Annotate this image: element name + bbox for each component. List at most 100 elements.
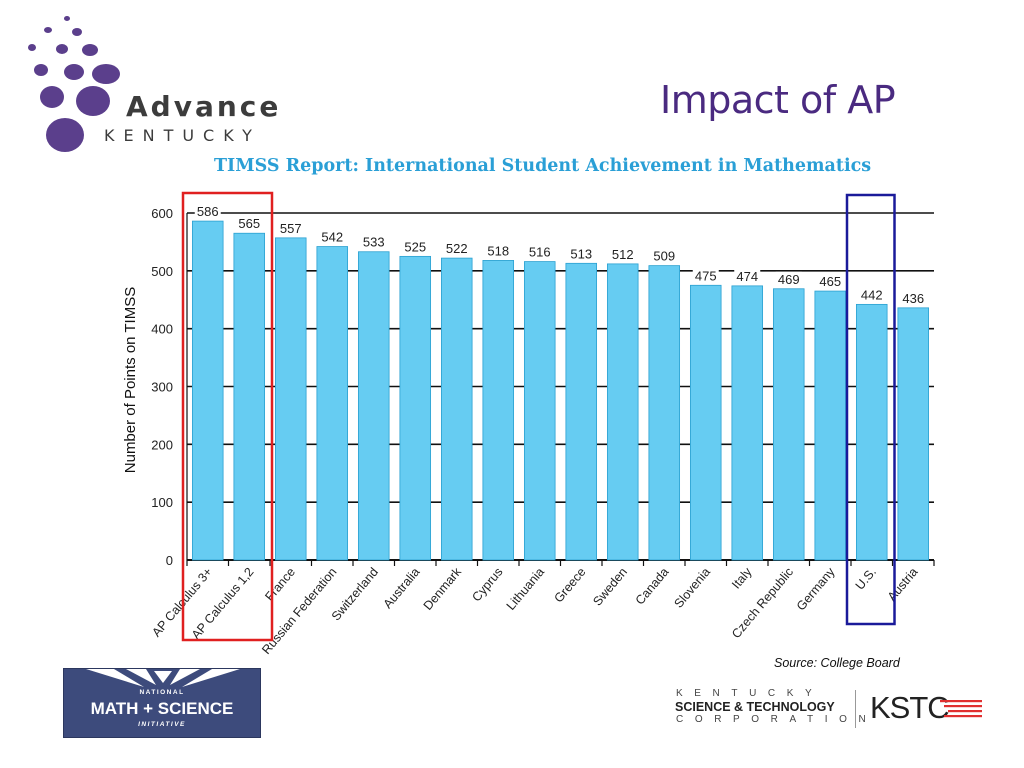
category-label: Germany: [794, 564, 838, 613]
data-label: 525: [404, 239, 426, 254]
logo-dot: [64, 16, 70, 21]
kstc-wordmark: KSTC: [870, 690, 950, 725]
data-label-bg: [236, 216, 263, 231]
data-label: 542: [321, 230, 343, 245]
highlight-box: [181, 191, 274, 642]
category-label: Canada: [633, 565, 672, 608]
category-label: U.S.: [853, 565, 879, 593]
y-axis-title: Number of Points on TIMSS: [122, 287, 139, 473]
data-label: 465: [819, 274, 841, 289]
data-label-bg: [360, 234, 387, 249]
chart-title: TIMSS Report: International Student Achi…: [214, 156, 872, 176]
kstc-line-kentucky: KENTUCKY: [676, 688, 824, 699]
data-label: 509: [653, 249, 675, 264]
data-label-bg: [734, 268, 761, 283]
y-tick-label: 300: [151, 380, 173, 395]
bar: [897, 307, 930, 561]
data-label-bg: [900, 290, 927, 305]
brand-subtitle: KENTUCKY: [104, 126, 261, 145]
category-label: Greece: [551, 565, 588, 605]
sunburst-icon: [86, 669, 240, 687]
kstc-stripes-icon: [940, 700, 982, 718]
data-label: 522: [446, 241, 468, 256]
y-tick-label: 100: [151, 495, 173, 510]
bar: [772, 288, 805, 561]
data-label-bg: [609, 246, 636, 261]
data-label-bg: [651, 248, 678, 263]
kstc-line-corporation: CORPORATION: [676, 714, 878, 725]
highlight-box: [845, 193, 896, 626]
bar: [399, 255, 432, 561]
data-label: 442: [861, 287, 883, 302]
source-note: Source: College Board: [774, 656, 900, 670]
logo-dot: [64, 64, 84, 80]
data-label: 516: [529, 245, 551, 260]
nmsi-logo: NATIONAL MATH + SCIENCE INITIATIVE: [63, 668, 261, 738]
data-label-bg: [277, 220, 304, 235]
y-tick-label: 500: [151, 264, 173, 279]
y-tick-label: 200: [151, 437, 173, 452]
data-label-bg: [485, 243, 512, 258]
bar: [357, 251, 390, 561]
logo-dot: [46, 118, 84, 152]
bar: [855, 303, 888, 561]
highlight-layer: [181, 191, 896, 642]
bar: [606, 263, 639, 561]
logo-dot: [76, 86, 110, 116]
data-label-bg: [526, 244, 553, 259]
kstc-line-science: SCIENCE & TECHNOLOGY: [675, 700, 835, 714]
bar: [316, 246, 349, 561]
logo-dot: [40, 86, 64, 108]
logo-dot: [34, 64, 48, 76]
bar: [731, 285, 764, 561]
data-label-bg: [858, 287, 885, 302]
logo-dot: [28, 44, 36, 51]
bar: [440, 257, 473, 561]
brand-title: Advance: [126, 90, 282, 123]
data-label-bg: [443, 241, 470, 256]
logo-dot: [72, 28, 82, 36]
data-label: 513: [570, 246, 592, 261]
y-tick-label: 0: [166, 553, 173, 568]
bar: [814, 290, 847, 561]
nmsi-bottom-text: INITIATIVE: [138, 721, 186, 728]
data-label: 533: [363, 235, 385, 250]
data-label-bg: [402, 239, 429, 254]
logo-dot: [82, 44, 98, 56]
nmsi-top-text: NATIONAL: [139, 689, 185, 696]
bar: [565, 262, 598, 561]
data-label: 512: [612, 247, 634, 262]
bar: [191, 220, 224, 561]
data-label-bg: [568, 246, 595, 261]
data-label-bg: [319, 229, 346, 244]
data-label-bg: [817, 274, 844, 289]
category-label: Lithuania: [504, 565, 547, 613]
bar: [648, 265, 681, 561]
category-label: Austria: [885, 565, 921, 604]
bar: [233, 232, 266, 561]
logo-dot: [92, 64, 120, 84]
category-label: Sweden: [590, 565, 630, 609]
grid-layer: 0 100 200 300 400 500 600: [151, 206, 935, 568]
data-label: 518: [487, 243, 509, 258]
data-label-bg: [775, 271, 802, 286]
category-label: Italy: [729, 564, 755, 591]
y-tick-label: 400: [151, 322, 173, 337]
advance-kentucky-logo: [20, 14, 290, 154]
logo-dot: [44, 27, 52, 33]
data-label: 565: [238, 216, 260, 231]
category-label: Slovenia: [671, 565, 713, 611]
data-label: 475: [695, 268, 717, 283]
data-label: 469: [778, 272, 800, 287]
data-label-bg: [194, 204, 221, 219]
bar: [482, 260, 515, 561]
nmsi-main-text: MATH + SCIENCE: [90, 699, 234, 718]
slide-title: Impact of AP: [660, 78, 896, 122]
data-label-bg: [692, 268, 719, 283]
bar: [274, 237, 307, 561]
data-label: 436: [902, 291, 924, 306]
category-label: Australia: [381, 565, 423, 611]
bar-layer: [191, 220, 930, 561]
